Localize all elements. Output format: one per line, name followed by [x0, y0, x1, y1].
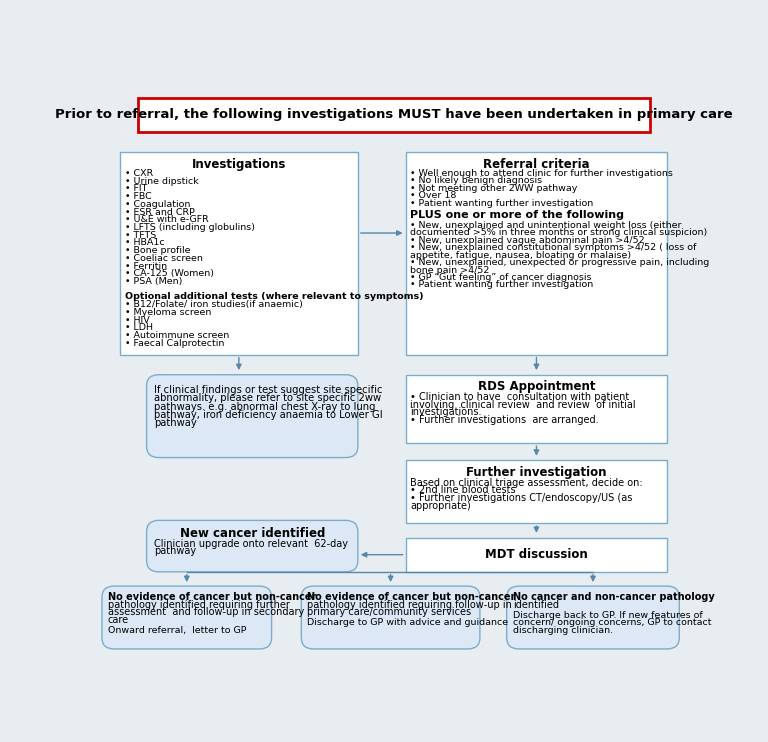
Text: pathway: pathway: [154, 546, 196, 556]
Text: pathway, iron deficiency anaemia to Lower GI: pathway, iron deficiency anaemia to Lowe…: [154, 410, 382, 420]
Text: Discharge back to GP. If new features of: Discharge back to GP. If new features of: [513, 611, 703, 620]
FancyBboxPatch shape: [137, 98, 650, 132]
Text: care: care: [108, 615, 129, 625]
Text: discharging clinician.: discharging clinician.: [513, 626, 613, 635]
Text: No cancer and non-cancer pathology: No cancer and non-cancer pathology: [513, 592, 714, 602]
Text: • No likely benign diagnosis: • No likely benign diagnosis: [410, 177, 542, 186]
Text: documented >5% in three months or strong clinical suspicion): documented >5% in three months or strong…: [410, 229, 707, 237]
Text: identified: identified: [513, 600, 558, 609]
Text: pathways. e.g. abnormal chest X-ray to lung: pathways. e.g. abnormal chest X-ray to l…: [154, 401, 376, 412]
Text: Optional additional tests (where relevant to symptoms): Optional additional tests (where relevan…: [124, 292, 423, 301]
Text: No evidence of cancer but non-cancer: No evidence of cancer but non-cancer: [108, 592, 316, 602]
Text: • LFTS (including globulins): • LFTS (including globulins): [124, 223, 254, 232]
Text: • Urine dipstick: • Urine dipstick: [124, 177, 198, 186]
Text: concern/ ongoing concerns, GP to contact: concern/ ongoing concerns, GP to contact: [513, 618, 711, 628]
FancyBboxPatch shape: [406, 460, 667, 523]
Text: pathway: pathway: [154, 418, 197, 428]
Text: • Bone profile: • Bone profile: [124, 246, 190, 255]
Text: • Patient wanting further investigation: • Patient wanting further investigation: [410, 280, 594, 289]
Text: • Myeloma screen: • Myeloma screen: [124, 308, 211, 317]
Text: New cancer identified: New cancer identified: [180, 528, 325, 540]
Text: • CXR: • CXR: [124, 169, 153, 178]
Text: Discharge to GP with advice and guidance: Discharge to GP with advice and guidance: [307, 618, 508, 628]
Text: • B12/Folate/ iron studies(if anaemic): • B12/Folate/ iron studies(if anaemic): [124, 301, 303, 309]
Text: • FBC: • FBC: [124, 192, 151, 201]
FancyBboxPatch shape: [507, 586, 680, 649]
Text: • HBA1c: • HBA1c: [124, 238, 164, 247]
Text: • New, unexplained vague abdominal pain >4/52: • New, unexplained vague abdominal pain …: [410, 236, 645, 245]
FancyBboxPatch shape: [102, 586, 272, 649]
Text: pathology identified requiring further: pathology identified requiring further: [108, 600, 290, 609]
Text: • Over 18: • Over 18: [410, 191, 457, 200]
FancyBboxPatch shape: [406, 152, 667, 355]
Text: Prior to referral, the following investigations MUST have been undertaken in pri: Prior to referral, the following investi…: [55, 108, 733, 121]
Text: • Clinician to have  consultation with patient: • Clinician to have consultation with pa…: [410, 392, 630, 402]
Text: assessment  and follow-up in secondary: assessment and follow-up in secondary: [108, 607, 304, 617]
Text: • New, unexplained constitutional symptoms >4/52 ( loss of: • New, unexplained constitutional sympto…: [410, 243, 697, 252]
Text: investigations.: investigations.: [410, 407, 482, 417]
Text: Referral criteria: Referral criteria: [483, 157, 590, 171]
Text: MDT discussion: MDT discussion: [485, 548, 588, 561]
Text: bone pain >4/52: bone pain >4/52: [410, 266, 490, 275]
Text: • Faecal Calprotectin: • Faecal Calprotectin: [124, 338, 224, 348]
Text: • TFTS: • TFTS: [124, 231, 156, 240]
Text: • LDH: • LDH: [124, 324, 153, 332]
FancyBboxPatch shape: [120, 152, 358, 355]
Text: RDS Appointment: RDS Appointment: [478, 381, 595, 393]
Text: • Not meeting other 2WW pathway: • Not meeting other 2WW pathway: [410, 184, 578, 193]
Text: • ESR and CRP: • ESR and CRP: [124, 208, 194, 217]
Text: abnormality, please refer to site specific 2ww: abnormality, please refer to site specif…: [154, 393, 381, 404]
FancyBboxPatch shape: [406, 375, 667, 443]
Text: pathology identified requiring follow-up in: pathology identified requiring follow-up…: [307, 600, 512, 609]
Text: • Coeliac screen: • Coeliac screen: [124, 254, 203, 263]
Text: • Ferritin: • Ferritin: [124, 262, 167, 271]
Text: • CA-125 (Women): • CA-125 (Women): [124, 269, 214, 278]
Text: Investigations: Investigations: [192, 157, 286, 171]
Text: • HIV: • HIV: [124, 315, 149, 324]
Text: • FIT: • FIT: [124, 185, 147, 194]
Text: Clinician upgrade onto relevant  62-day: Clinician upgrade onto relevant 62-day: [154, 539, 348, 548]
Text: • Autoimmune screen: • Autoimmune screen: [124, 331, 229, 340]
Text: involving  clinical review  and review  of initial: involving clinical review and review of …: [410, 399, 636, 410]
Text: • U&E with e-GFR: • U&E with e-GFR: [124, 215, 208, 224]
Text: Further investigation: Further investigation: [466, 466, 607, 479]
Text: Based on clinical triage assessment, decide on:: Based on clinical triage assessment, dec…: [410, 478, 643, 487]
Text: • Further investigations CT/endoscopy/US (as: • Further investigations CT/endoscopy/US…: [410, 493, 633, 503]
Text: • Patient wanting further investigation: • Patient wanting further investigation: [410, 199, 594, 208]
Text: appropriate): appropriate): [410, 501, 471, 510]
Text: • New, unexplained, unexpected or progressive pain, including: • New, unexplained, unexpected or progre…: [410, 258, 710, 267]
Text: • GP “Gut feeling” of cancer diagnosis: • GP “Gut feeling” of cancer diagnosis: [410, 273, 592, 282]
Text: appetite, fatigue, nausea, bloating or malaise): appetite, fatigue, nausea, bloating or m…: [410, 251, 631, 260]
FancyBboxPatch shape: [147, 375, 358, 458]
Text: If clinical findings or test suggest site specific: If clinical findings or test suggest sit…: [154, 385, 382, 395]
FancyBboxPatch shape: [406, 537, 667, 572]
Text: • New, unexplained and unintentional weight loss (either: • New, unexplained and unintentional wei…: [410, 221, 682, 230]
Text: Onward referral,  letter to GP: Onward referral, letter to GP: [108, 626, 247, 635]
FancyBboxPatch shape: [301, 586, 480, 649]
Text: • 2nd line blood tests: • 2nd line blood tests: [410, 485, 516, 495]
Text: • Well enough to attend clinic for further investigations: • Well enough to attend clinic for furth…: [410, 169, 673, 178]
Text: No evidence of cancer but non-cancer: No evidence of cancer but non-cancer: [307, 592, 515, 602]
Text: • Coagulation: • Coagulation: [124, 200, 190, 209]
Text: • Further investigations  are arranged.: • Further investigations are arranged.: [410, 415, 599, 425]
FancyBboxPatch shape: [147, 520, 358, 572]
Text: • PSA (Men): • PSA (Men): [124, 277, 182, 286]
Text: PLUS one or more of the following: PLUS one or more of the following: [410, 209, 624, 220]
Text: primary care/community services: primary care/community services: [307, 607, 472, 617]
